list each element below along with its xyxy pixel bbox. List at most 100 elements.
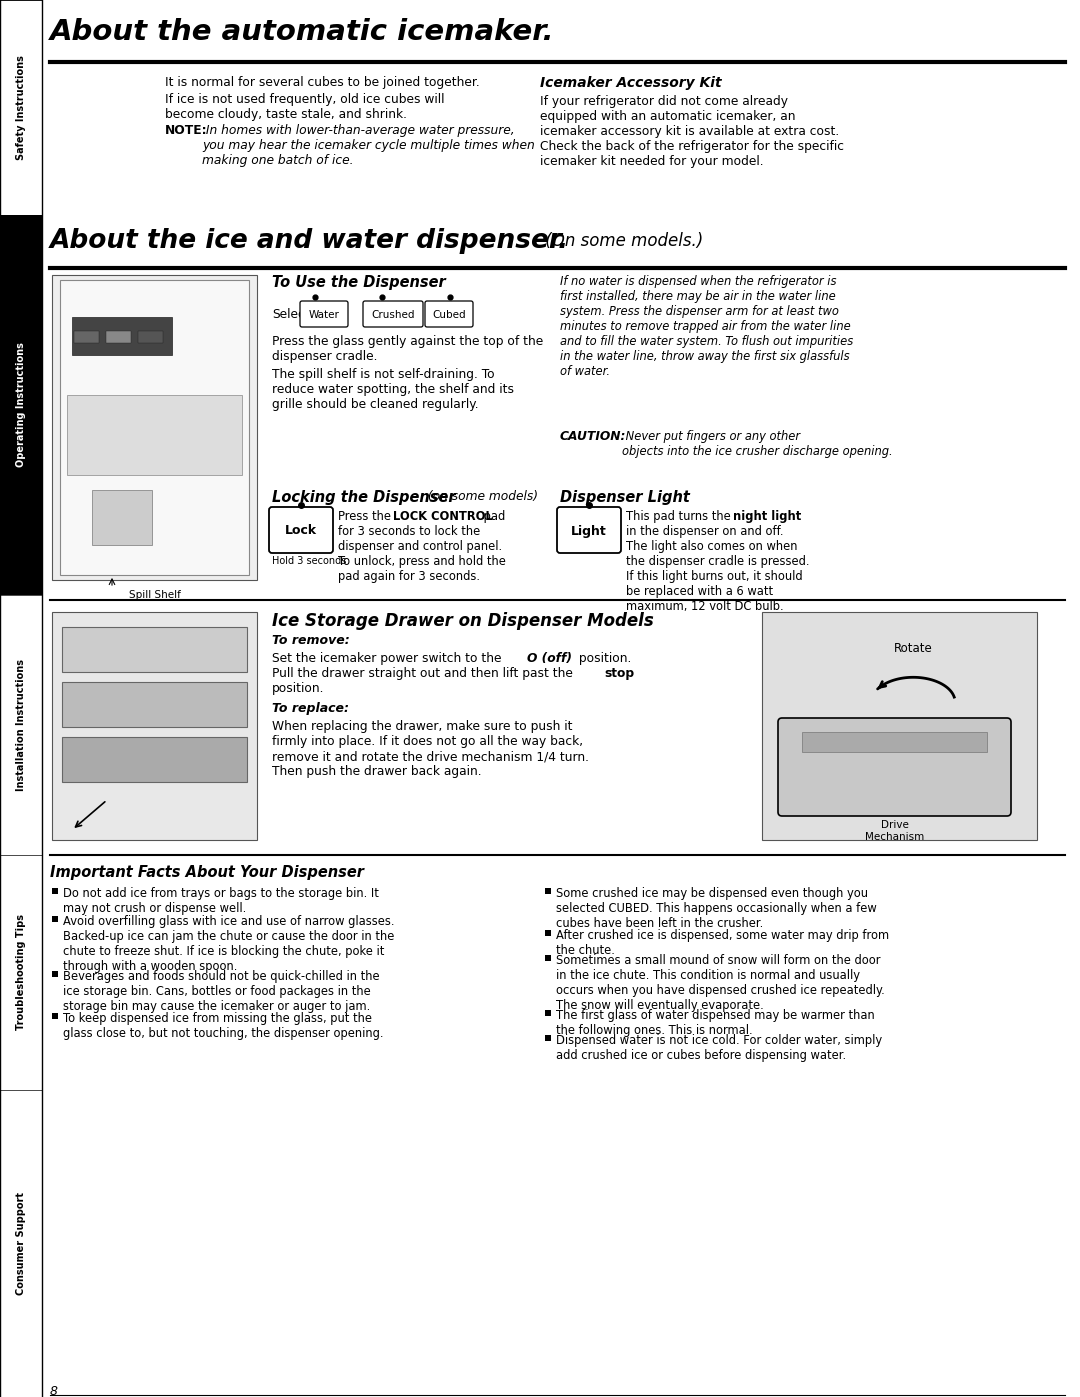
Text: 8: 8 [50, 1384, 58, 1397]
Bar [75, 331, 99, 344]
Bar [52, 916, 58, 922]
Text: Lock: Lock [285, 524, 318, 538]
Text: or: or [407, 307, 420, 321]
Text: About the automatic icemaker.: About the automatic icemaker. [50, 18, 555, 46]
Text: Beverages and foods should not be quick-chilled in the
ice storage bin. Cans, bo: Beverages and foods should not be quick-… [63, 970, 380, 1013]
Text: Installation Instructions: Installation Instructions [16, 659, 26, 791]
Bar [62, 738, 247, 782]
Text: LOCK CONTROL: LOCK CONTROL [393, 510, 492, 522]
Text: The first glass of water dispensed may be warmer than
the following ones. This i: The first glass of water dispensed may b… [556, 1009, 875, 1037]
Bar [72, 317, 172, 355]
Bar [545, 1010, 551, 1016]
Text: Spill Shelf: Spill Shelf [129, 590, 180, 599]
Text: maximum, 12 volt DC bulb.: maximum, 12 volt DC bulb. [626, 599, 784, 613]
Text: The light also comes on when: The light also comes on when [626, 541, 797, 553]
Text: Light: Light [571, 524, 607, 538]
Text: Avoid overfilling glass with ice and use of narrow glasses.
Backed-up ice can ja: Avoid overfilling glass with ice and use… [63, 915, 394, 972]
Bar [0, 855, 42, 1090]
Bar [802, 732, 987, 752]
Text: (on some models): (on some models) [424, 490, 538, 503]
Bar [545, 930, 551, 936]
Bar [106, 331, 131, 344]
Text: Cubed: Cubed [432, 310, 465, 320]
Text: stop: stop [604, 666, 634, 680]
Text: Troubleshooting Tips: Troubleshooting Tips [16, 915, 26, 1031]
Text: About the ice and water dispenser.: About the ice and water dispenser. [50, 228, 569, 254]
Text: Crushed: Crushed [372, 310, 415, 320]
Text: This pad turns the: This pad turns the [626, 510, 734, 522]
Bar [92, 490, 152, 545]
Text: To replace:: To replace: [272, 703, 349, 715]
Bar [60, 279, 249, 576]
Text: position.: position. [272, 682, 324, 694]
Bar [52, 275, 257, 580]
Text: Select: Select [272, 307, 310, 321]
Bar [52, 612, 257, 840]
Bar [62, 627, 247, 672]
Text: be replaced with a 6 watt: be replaced with a 6 watt [626, 585, 773, 598]
Text: Dispensed water is not ice cold. For colder water, simply
add crushed ice or cub: Dispensed water is not ice cold. For col… [556, 1034, 882, 1062]
Text: O (off): O (off) [527, 652, 572, 665]
Bar [138, 331, 163, 344]
Text: To remove:: To remove: [272, 634, 350, 647]
FancyBboxPatch shape [363, 300, 423, 327]
Text: CAUTION:: CAUTION: [561, 430, 626, 443]
Text: pad again for 3 seconds.: pad again for 3 seconds. [338, 570, 480, 583]
Text: Important Facts About Your Dispenser: Important Facts About Your Dispenser [50, 865, 364, 880]
Text: Never put fingers or any other
objects into the ice crusher discharge opening.: Never put fingers or any other objects i… [622, 430, 893, 458]
Text: Dispenser Light: Dispenser Light [561, 490, 690, 504]
Bar [545, 1035, 551, 1041]
Bar [545, 888, 551, 894]
Text: It is normal for several cubes to be joined together.: It is normal for several cubes to be joi… [165, 75, 480, 89]
Bar [62, 682, 247, 726]
FancyBboxPatch shape [426, 300, 473, 327]
Text: Some crushed ice may be dispensed even though you
selected CUBED. This happens o: Some crushed ice may be dispensed even t… [556, 887, 877, 930]
FancyBboxPatch shape [557, 507, 621, 553]
Bar [762, 612, 1037, 840]
Text: for 3 seconds to lock the: for 3 seconds to lock the [338, 525, 481, 538]
Text: night light: night light [733, 510, 801, 522]
Text: Consumer Support: Consumer Support [16, 1192, 26, 1295]
Text: Ice Storage Drawer on Dispenser Models: Ice Storage Drawer on Dispenser Models [272, 612, 653, 630]
Text: Sometimes a small mound of snow will form on the door
in the ice chute. This con: Sometimes a small mound of snow will for… [556, 954, 885, 1011]
Text: Locking the Dispenser: Locking the Dispenser [272, 490, 456, 504]
Text: the dispenser cradle is pressed.: the dispenser cradle is pressed. [626, 555, 810, 569]
Text: Do not add ice from trays or bags to the storage bin. It
may not crush or dispen: Do not add ice from trays or bags to the… [63, 887, 379, 915]
Bar [52, 1013, 58, 1018]
Text: To keep dispensed ice from missing the glass, put the
glass close to, but not to: To keep dispensed ice from missing the g… [63, 1011, 383, 1039]
Text: NOTE:: NOTE: [165, 124, 207, 137]
Text: After crushed ice is dispensed, some water may drip from
the chute.: After crushed ice is dispensed, some wat… [556, 929, 889, 957]
Bar [0, 595, 42, 855]
Bar [0, 1090, 42, 1397]
Text: To Use the Dispenser: To Use the Dispenser [272, 275, 446, 291]
Bar [545, 956, 551, 961]
FancyBboxPatch shape [778, 718, 1011, 816]
Text: If this light burns out, it should: If this light burns out, it should [626, 570, 802, 583]
Text: To unlock, press and hold the: To unlock, press and hold the [338, 555, 505, 569]
Text: Set the icemaker power switch to the: Set the icemaker power switch to the [272, 652, 505, 665]
Text: If ice is not used frequently, old ice cubes will
become cloudy, taste stale, an: If ice is not used frequently, old ice c… [165, 94, 445, 122]
Text: Icemaker Accessory Kit: Icemaker Accessory Kit [540, 75, 721, 89]
Text: in the dispenser on and off.: in the dispenser on and off. [626, 525, 783, 538]
Text: If no water is dispensed when the refrigerator is
first installed, there may be : If no water is dispensed when the refrig… [561, 275, 853, 379]
Text: Operating Instructions: Operating Instructions [16, 342, 26, 468]
Text: Press the glass gently against the top of the
dispenser cradle.: Press the glass gently against the top o… [272, 335, 543, 363]
Text: Water: Water [309, 310, 339, 320]
Text: (On some models.): (On some models.) [540, 232, 703, 250]
Bar [67, 395, 242, 475]
Text: Drive
Mechanism: Drive Mechanism [865, 820, 924, 841]
Text: dispenser and control panel.: dispenser and control panel. [338, 541, 502, 553]
Text: Press the: Press the [338, 510, 394, 522]
Text: The spill shelf is not self-draining. To
reduce water spotting, the shelf and it: The spill shelf is not self-draining. To… [272, 367, 514, 411]
FancyBboxPatch shape [300, 300, 348, 327]
Text: pad: pad [480, 510, 505, 522]
Text: Pull the drawer straight out and then lift past the: Pull the drawer straight out and then li… [272, 666, 577, 680]
Text: When replacing the drawer, make sure to push it
firmly into place. If it does no: When replacing the drawer, make sure to … [272, 719, 589, 778]
Text: Safety Instructions: Safety Instructions [16, 54, 26, 159]
Text: In homes with lower-than-average water pressure,
you may hear the icemaker cycle: In homes with lower-than-average water p… [202, 124, 535, 168]
Text: If your refrigerator did not come already
equipped with an automatic icemaker, a: If your refrigerator did not come alread… [540, 95, 843, 168]
Text: Hold 3 seconds: Hold 3 seconds [272, 556, 347, 566]
FancyBboxPatch shape [269, 507, 333, 553]
Bar [52, 971, 58, 977]
Bar [0, 215, 42, 595]
